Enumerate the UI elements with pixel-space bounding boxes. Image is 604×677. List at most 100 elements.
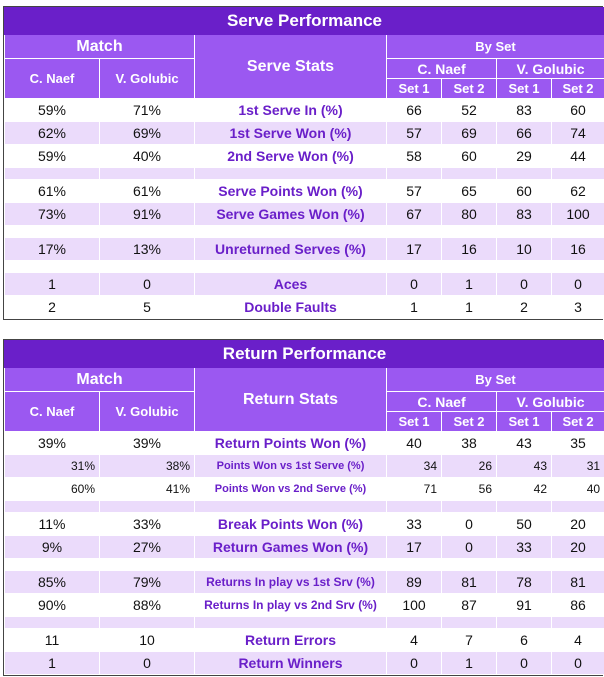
set-value: 2 — [496, 295, 552, 319]
stats-header: Serve Stats — [194, 34, 387, 99]
set-value: 50 — [496, 512, 552, 536]
table-row: 60% 41% Points Won vs 2nd Serve (%) 71 56 42 4… — [4, 477, 604, 501]
set-value: 89 — [386, 570, 442, 594]
p2-set1-header: Set 1 — [496, 78, 552, 99]
table-row: 90% 88% Returns In play vs 2nd Srv (%) 100 8… — [4, 593, 604, 617]
set-value: 0 — [550, 272, 604, 296]
player2-match-value: 5 — [99, 295, 195, 319]
stats-header: Return Stats — [194, 367, 387, 432]
set-value: 26 — [441, 454, 497, 478]
set-value: 42 — [496, 477, 552, 501]
set-value: 74 — [550, 121, 604, 145]
stat-label: Returns In play vs 2nd Srv (%) — [194, 593, 387, 617]
set-value: 35 — [550, 431, 604, 455]
set-value: 33 — [386, 512, 442, 536]
set-value: 0 — [441, 535, 497, 559]
set-value: 67 — [386, 202, 442, 226]
p2-set2-header: Set 2 — [550, 411, 604, 432]
player1-match-value: 2 — [4, 295, 100, 319]
table-row: 59% 40% 2nd Serve Won (%) 58 60 29 44 — [4, 144, 604, 168]
by-set-header: By Set — [385, 367, 604, 392]
set-value: 87 — [441, 593, 497, 617]
set-value: 83 — [496, 98, 552, 122]
player2-match-value: 0 — [99, 272, 195, 296]
set-value: 10 — [496, 237, 552, 261]
player2-match-value: 79% — [99, 570, 195, 594]
stat-label: 1st Serve In (%) — [194, 98, 387, 122]
player2-match-value: 40% — [99, 144, 195, 168]
table-row: 62% 69% 1st Serve Won (%) 57 69 66 74 — [4, 121, 604, 145]
table-row: 11% 33% Break Points Won (%) 33 0 50 20 — [4, 512, 604, 536]
set-value: 56 — [441, 477, 497, 501]
spacer-row — [4, 167, 604, 180]
set-value: 66 — [386, 98, 442, 122]
stat-label: Aces — [194, 272, 387, 296]
set-value: 16 — [441, 237, 497, 261]
set-value: 65 — [441, 179, 497, 203]
player1-match-value: 39% — [4, 431, 100, 455]
player1-match-value: 17% — [4, 237, 100, 261]
set-value: 100 — [550, 202, 604, 226]
player1-match-value: 59% — [4, 98, 100, 122]
stat-label: Break Points Won (%) — [194, 512, 387, 536]
match-header: Match — [4, 34, 195, 59]
set-value: 69 — [441, 121, 497, 145]
set-player2-header: V. Golubic — [495, 58, 604, 79]
set-value: 0 — [441, 512, 497, 536]
stat-label: Return Points Won (%) — [194, 431, 387, 455]
set-value: 20 — [550, 535, 604, 559]
player1-match-value: 73% — [4, 202, 100, 226]
player1-match-value: 31% — [4, 454, 100, 478]
set-value: 7 — [441, 628, 497, 652]
set-value: 40 — [386, 431, 442, 455]
table-row: 61% 61% Serve Points Won (%) 57 65 60 62 — [4, 179, 604, 203]
table-row: 11 10 Return Errors 4 7 6 4 — [4, 628, 604, 652]
player1-header: C. Naef — [4, 58, 100, 99]
set-value: 81 — [441, 570, 497, 594]
set-value: 29 — [496, 144, 552, 168]
set-value: 34 — [386, 454, 442, 478]
match-header: Match — [4, 367, 195, 392]
stat-label: Points Won vs 2nd Serve (%) — [194, 477, 387, 501]
set-value: 60 — [496, 179, 552, 203]
player2-match-value: 39% — [99, 431, 195, 455]
table-row: 1 0 Return Winners 0 1 0 0 — [4, 651, 604, 675]
set-value: 4 — [386, 628, 442, 652]
set-value: 40 — [550, 477, 604, 501]
p1-set2-header: Set 2 — [441, 411, 497, 432]
set-value: 80 — [441, 202, 497, 226]
return-stats-grid: Return Performance Match Return Stats By Se… — [3, 340, 604, 675]
stat-label: Return Games Won (%) — [194, 535, 387, 559]
stat-label: Return Errors — [194, 628, 387, 652]
set-value: 78 — [496, 570, 552, 594]
serve-title: Serve Performance — [3, 7, 604, 35]
stat-label: Return Winners — [194, 651, 387, 675]
player1-match-value: 62% — [4, 121, 100, 145]
set-value: 0 — [386, 272, 442, 296]
set-value: 100 — [386, 593, 442, 617]
stat-label: Points Won vs 1st Serve (%) — [194, 454, 387, 478]
set-value: 44 — [550, 144, 604, 168]
stat-label: 2nd Serve Won (%) — [194, 144, 387, 168]
player2-match-value: 33% — [99, 512, 195, 536]
stat-label: 1st Serve Won (%) — [194, 121, 387, 145]
player2-match-value: 61% — [99, 179, 195, 203]
set-value: 60 — [550, 98, 604, 122]
set-value: 17 — [386, 237, 442, 261]
set-value: 31 — [550, 454, 604, 478]
spacer-row — [4, 260, 604, 273]
player1-match-value: 61% — [4, 179, 100, 203]
player2-match-value: 69% — [99, 121, 195, 145]
set-value: 38 — [441, 431, 497, 455]
player1-match-value: 85% — [4, 570, 100, 594]
set-value: 86 — [550, 593, 604, 617]
player1-match-value: 59% — [4, 144, 100, 168]
p2-set2-header: Set 2 — [550, 78, 604, 99]
set-value: 52 — [441, 98, 497, 122]
set-player2-header: V. Golubic — [495, 391, 604, 412]
set-value: 91 — [496, 593, 552, 617]
set-value: 0 — [496, 651, 552, 675]
player2-match-value: 71% — [99, 98, 195, 122]
table-row: 2 5 Double Faults 1 1 2 3 — [4, 295, 604, 319]
return-performance-table: Return Performance Match Return Stats By Se… — [3, 339, 604, 676]
